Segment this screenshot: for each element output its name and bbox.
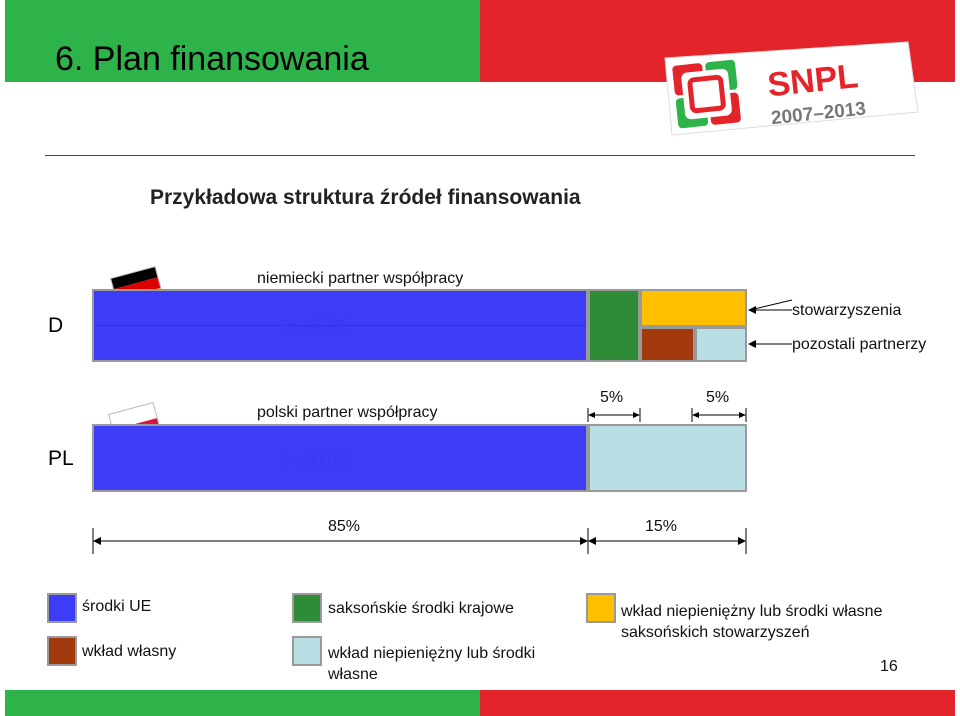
page-title: 6. Plan finansowania bbox=[55, 40, 369, 78]
pl-5pct-arrows bbox=[587, 408, 747, 422]
legend-label-eu: środki UE bbox=[82, 598, 152, 615]
annotation-arrows bbox=[748, 299, 793, 348]
dimension-arrows bbox=[92, 528, 747, 554]
page-number: 16 bbox=[880, 658, 898, 675]
logo-puzzle-icon bbox=[672, 59, 741, 129]
bar-pl-in-kind bbox=[588, 424, 747, 492]
label-other-partners: pozostali partnerzy bbox=[792, 336, 927, 353]
row-label-d: D bbox=[48, 314, 64, 337]
bar-d-own-contribution bbox=[640, 327, 695, 362]
dimension-15-label: 15% bbox=[645, 518, 678, 535]
footer-red-band bbox=[480, 690, 955, 716]
legend-swatch-associations bbox=[586, 593, 616, 623]
bar-d-in-kind bbox=[695, 327, 747, 362]
legend-label-own: wkład własny bbox=[82, 643, 177, 660]
header-divider bbox=[45, 155, 915, 156]
legend-swatch-saxon bbox=[292, 593, 322, 623]
bar-pl-eu-label: środki UE bbox=[280, 452, 350, 469]
legend-label-saxon: saksońskie środki krajowe bbox=[328, 600, 514, 617]
logo-text: SNPL bbox=[766, 57, 860, 104]
legend-swatch-eu bbox=[47, 593, 77, 623]
german-partner-label: niemiecki partner współpracy bbox=[257, 270, 464, 287]
pl-pct-left: 5% bbox=[600, 389, 624, 406]
row-label-pl: PL bbox=[48, 447, 74, 470]
polish-partner-label: polski partner współpracy bbox=[257, 404, 438, 421]
footer-green-band bbox=[5, 690, 480, 716]
legend-label-associations: wkład niepieniężny lub środki własne sak… bbox=[621, 603, 883, 641]
dimension-85-label: 85% bbox=[328, 518, 361, 535]
bar-pl-eu-funds bbox=[92, 424, 588, 492]
legend-swatch-in-kind bbox=[292, 636, 322, 666]
bar-d-midline bbox=[94, 325, 586, 326]
legend-swatch-own bbox=[47, 636, 77, 666]
label-associations: stowarzyszenia bbox=[792, 302, 902, 319]
header-green-band bbox=[5, 0, 480, 82]
legend-label-in-kind: wkład niepieniężny lub środki własne bbox=[328, 645, 536, 683]
bar-d-saxon-funds bbox=[588, 289, 640, 362]
chart-subtitle: Przykładowa struktura źródeł finansowani… bbox=[150, 186, 581, 209]
snpl-logo: SNPL 2007–2013 bbox=[660, 40, 920, 136]
bar-d-associations bbox=[640, 289, 747, 327]
pl-pct-right: 5% bbox=[706, 389, 730, 406]
bar-d-eu-label: środki UE bbox=[280, 317, 350, 334]
